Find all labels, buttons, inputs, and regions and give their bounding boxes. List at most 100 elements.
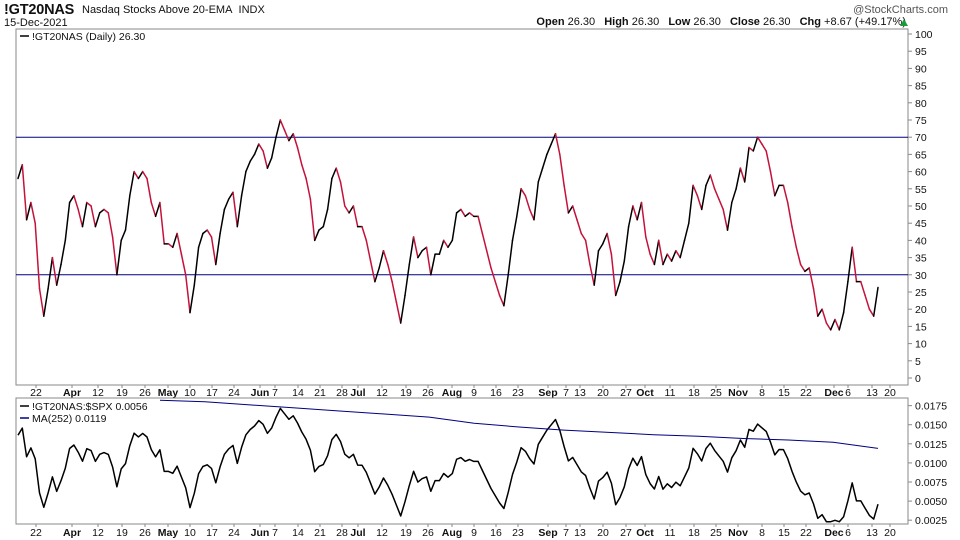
x-tick-label: 13 bbox=[574, 387, 586, 399]
legend-label: !GT20NAS (Daily) 26.30 bbox=[32, 31, 145, 43]
series-segment bbox=[576, 219, 583, 235]
series-segment bbox=[670, 249, 677, 262]
x-tick-label: 20 bbox=[884, 527, 896, 539]
ratio-legend-label: !GT20NAS:$SPX 0.0056 bbox=[32, 401, 148, 413]
series-segment bbox=[632, 205, 638, 221]
y-tick-label: 65 bbox=[915, 149, 927, 161]
x-tick-label: 9 bbox=[471, 527, 477, 539]
x-tick-label: 15 bbox=[778, 527, 790, 539]
y-tick-label: 20 bbox=[915, 304, 927, 316]
series-segment bbox=[197, 232, 204, 249]
series-segment bbox=[167, 243, 174, 249]
x-tick-label: 13 bbox=[866, 527, 878, 539]
series-segment bbox=[86, 201, 92, 207]
up-arrow-icon bbox=[900, 19, 908, 26]
y-tick-label: 0.0100 bbox=[915, 458, 947, 470]
series-segment bbox=[511, 215, 518, 242]
y-tick-label: 15 bbox=[915, 321, 927, 333]
x-tick-label: Sep bbox=[538, 387, 557, 399]
series-segment bbox=[799, 263, 806, 273]
y-tick-label: 60 bbox=[915, 167, 927, 179]
x-tick-label: 20 bbox=[597, 387, 609, 399]
series-segment bbox=[421, 246, 428, 252]
series-segment bbox=[189, 284, 196, 314]
series-segment bbox=[485, 249, 492, 269]
x-tick-label: 12 bbox=[92, 387, 104, 399]
series-segment bbox=[692, 184, 699, 197]
series-segment bbox=[283, 129, 290, 142]
series-segment bbox=[180, 253, 187, 276]
series-segment bbox=[786, 201, 793, 228]
x-tick-label: 14 bbox=[292, 527, 304, 539]
series-segment bbox=[683, 222, 690, 242]
x-tick-label: 25 bbox=[710, 387, 722, 399]
series-segment bbox=[640, 201, 647, 238]
series-segment bbox=[301, 163, 307, 180]
x-tick-label: 14 bbox=[292, 387, 304, 399]
series-segment bbox=[584, 239, 591, 266]
series-segment bbox=[279, 119, 286, 132]
series-segment bbox=[378, 249, 385, 269]
series-segment bbox=[528, 208, 535, 221]
series-segment bbox=[589, 263, 595, 286]
x-tick-label: 12 bbox=[376, 387, 388, 399]
chg-label: Chg bbox=[799, 16, 821, 28]
series-segment bbox=[206, 229, 213, 238]
x-tick-label: 18 bbox=[688, 527, 700, 539]
chart-date: 15-Dec-2021 bbox=[4, 17, 68, 29]
series-segment bbox=[752, 136, 759, 152]
series-segment bbox=[756, 136, 763, 145]
series-segment bbox=[726, 201, 733, 231]
series-segment bbox=[666, 253, 673, 262]
series-segment bbox=[399, 294, 406, 324]
series-segment bbox=[159, 201, 165, 245]
x-tick-label: 6 bbox=[845, 527, 851, 539]
series-segment bbox=[98, 208, 105, 214]
ratio-panel-frame bbox=[15, 397, 909, 525]
x-tick-label: 16 bbox=[490, 387, 502, 399]
series-segment bbox=[804, 267, 810, 273]
series-segment bbox=[374, 267, 380, 283]
series-segment bbox=[713, 188, 720, 200]
series-segment bbox=[455, 208, 462, 214]
x-tick-label: Apr bbox=[63, 527, 81, 539]
series-segment bbox=[851, 246, 858, 283]
y-tick-label: 55 bbox=[915, 184, 927, 196]
x-tick-label: Aug bbox=[442, 527, 462, 539]
series-segment bbox=[722, 208, 729, 231]
x-tick-label: 13 bbox=[574, 527, 586, 539]
x-tick-label: 8 bbox=[759, 387, 765, 399]
x-tick-label: Jul bbox=[350, 387, 365, 399]
series-segment bbox=[812, 287, 819, 317]
series-segment bbox=[662, 253, 669, 266]
series-segment bbox=[219, 208, 226, 235]
low-value: 26.30 bbox=[693, 16, 721, 28]
ratio-panel: 22 Apr 12 19 26 May 10 17 24 Jun 7 14 21 28 Jul 12 19 26 A… bbox=[15, 397, 947, 539]
x-tick-label: Aug bbox=[442, 387, 462, 399]
series-segment bbox=[352, 205, 359, 228]
series-segment bbox=[262, 150, 269, 169]
series-segment bbox=[107, 212, 114, 238]
series-segment bbox=[17, 163, 24, 180]
x-tick-label: 13 bbox=[866, 387, 878, 399]
series-segment bbox=[782, 184, 789, 204]
series-segment bbox=[21, 163, 28, 221]
series-segment bbox=[795, 246, 802, 266]
series-segment bbox=[335, 167, 342, 183]
series-segment bbox=[507, 239, 514, 276]
series-segment bbox=[649, 253, 656, 266]
series-segment bbox=[68, 194, 75, 204]
series-segment bbox=[361, 225, 368, 242]
x-tick-label: 11 bbox=[665, 387, 676, 399]
series-segment bbox=[838, 311, 845, 331]
x-tick-label: 19 bbox=[116, 527, 128, 539]
ticker-symbol: !GT20NAS bbox=[4, 2, 75, 18]
series-segment bbox=[137, 170, 144, 180]
series-segment bbox=[817, 308, 823, 317]
series-segment bbox=[236, 194, 243, 228]
series-segment bbox=[296, 146, 303, 166]
series-segment bbox=[571, 205, 578, 221]
x-tick-label: 26 bbox=[422, 387, 434, 399]
series-segment bbox=[554, 133, 561, 156]
series-segment bbox=[103, 208, 110, 214]
